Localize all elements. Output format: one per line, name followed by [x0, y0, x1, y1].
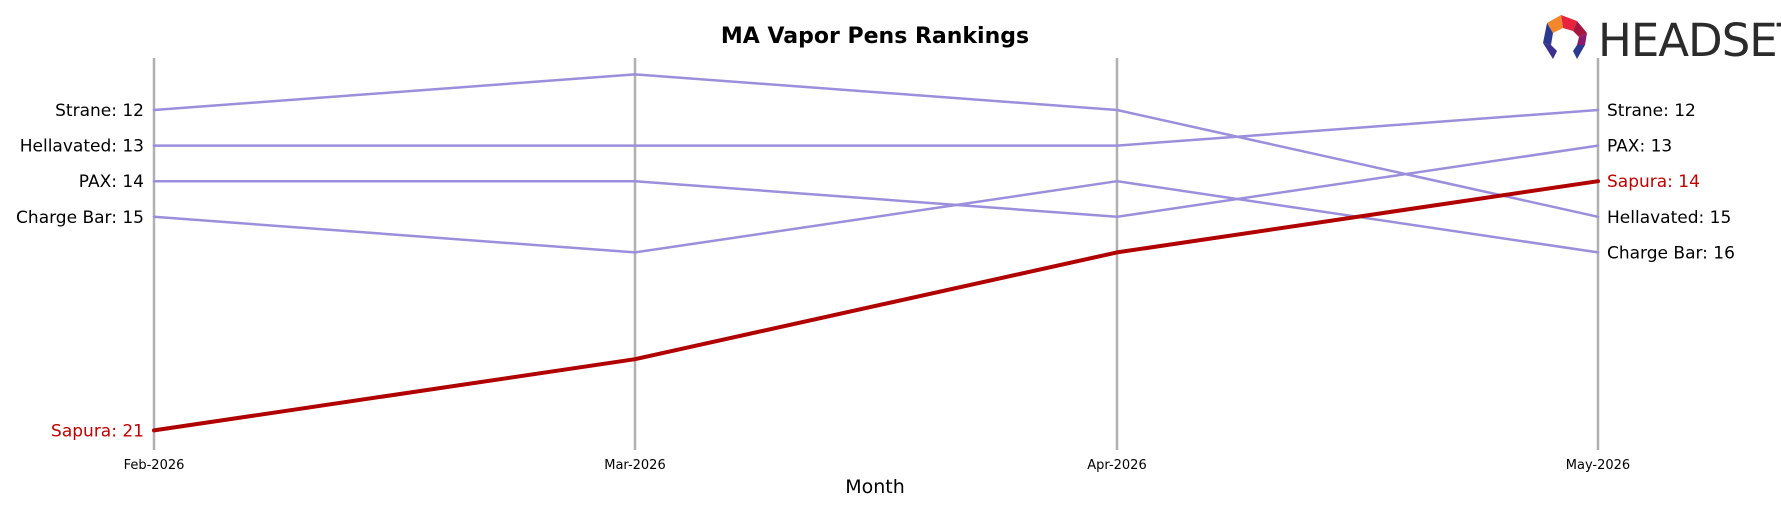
- x-tick-labels: Feb-2026 Mar-2026 Apr-2026 May-2026: [124, 458, 1631, 473]
- series-line-charge-bar: [152, 179, 1600, 254]
- series-line-strane: [152, 73, 1600, 219]
- left-rank-label: Sapura: 21: [51, 421, 144, 441]
- headset-logo: HEADSET: [1543, 14, 1781, 67]
- x-tick-label: Apr-2026: [1087, 458, 1146, 473]
- series-line-pax: [152, 144, 1600, 219]
- left-rank-label: Charge Bar: 15: [16, 208, 144, 228]
- left-rank-label: Hellavated: 13: [20, 137, 144, 157]
- x-axis-label: Month: [845, 476, 905, 498]
- x-tick-label: Mar-2026: [604, 458, 665, 473]
- series-line-hellavated: [152, 108, 1600, 147]
- series-line-sapura: [152, 179, 1600, 433]
- right-rank-labels: Strane: 12 PAX: 13 Sapura: 14 Hellavated: 1…: [1607, 101, 1735, 263]
- right-rank-label: Hellavated: 15: [1607, 208, 1731, 228]
- chart-title: MA Vapor Pens Rankings: [721, 24, 1029, 49]
- series-lines: [152, 73, 1600, 433]
- x-tick-label: Feb-2026: [124, 458, 185, 473]
- right-rank-label: Strane: 12: [1607, 101, 1696, 121]
- month-gridlines: [152, 58, 1600, 450]
- right-rank-label: Sapura: 14: [1607, 172, 1700, 192]
- headset-logo-text: HEADSET: [1598, 14, 1781, 67]
- right-rank-label: Charge Bar: 16: [1607, 243, 1735, 263]
- headset-logo-mark: [1543, 15, 1587, 59]
- x-tick-label: May-2026: [1566, 458, 1630, 473]
- left-rank-labels: Strane: 12 Hellavated: 13 PAX: 14 Charge Ba…: [16, 101, 144, 441]
- left-rank-label: PAX: 14: [79, 172, 144, 192]
- right-rank-label: PAX: 13: [1607, 137, 1672, 157]
- left-rank-label: Strane: 12: [55, 101, 144, 121]
